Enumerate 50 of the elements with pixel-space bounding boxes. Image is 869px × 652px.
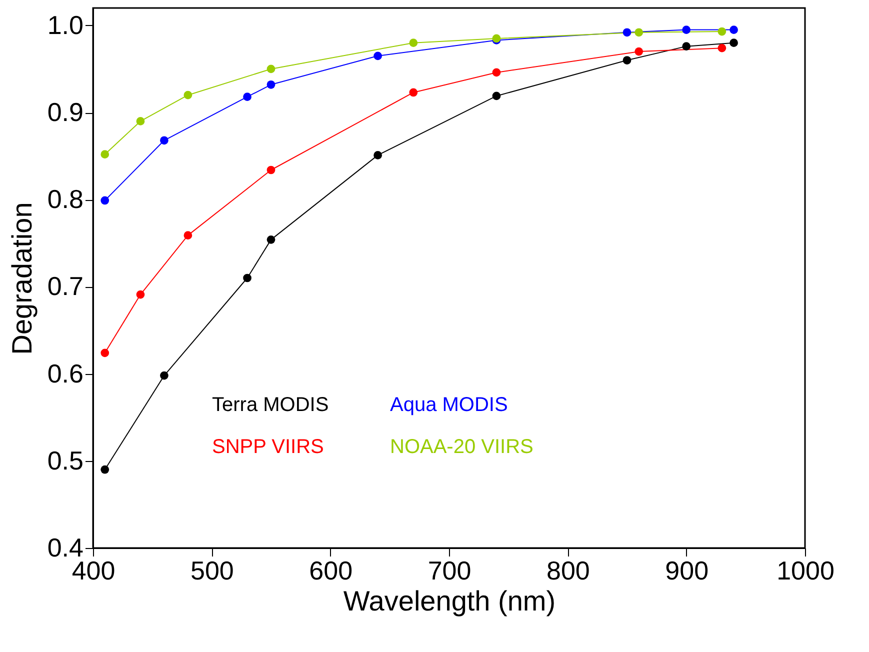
point: [718, 27, 726, 36]
text: Terra MODIS: [212, 394, 329, 416]
point: [100, 348, 110, 358]
point: [160, 136, 168, 145]
y-tick-label: 0.9: [47, 97, 84, 128]
point: [266, 236, 276, 244]
x-axis-title: Wavelength (nm): [343, 586, 556, 616]
point: [682, 26, 691, 34]
point: [184, 90, 192, 100]
point: [136, 290, 145, 299]
x-tick-label: 700: [428, 556, 472, 586]
point: [100, 196, 110, 205]
point: [492, 68, 501, 77]
point: [100, 150, 110, 158]
y-tick-label: 0.6: [47, 358, 84, 388]
point: [243, 92, 252, 102]
x-tick-label: 900: [665, 556, 709, 586]
y-tick-label: 0.5: [47, 445, 84, 476]
point: [409, 88, 418, 97]
text: NOAA-20 VIIRS: [390, 436, 534, 458]
x-tick-label: 500: [190, 556, 234, 586]
point: [184, 231, 192, 240]
point: [243, 274, 252, 282]
point: [160, 371, 168, 380]
x-tick-label: 800: [546, 556, 590, 586]
point: [374, 151, 382, 160]
text: Aqua MODIS: [390, 394, 508, 416]
point: [682, 42, 691, 50]
y-tick-label: 1.0: [47, 10, 84, 40]
point: [634, 47, 644, 56]
point: [100, 465, 110, 474]
x-tick-label: 600: [309, 556, 353, 586]
point: [622, 28, 632, 37]
point: [730, 38, 738, 48]
point: [718, 44, 726, 52]
point: [492, 92, 501, 100]
y-tick-label: 0.7: [47, 271, 84, 302]
text: SNPP VIIRS: [212, 436, 324, 458]
point: [409, 38, 418, 48]
point: [622, 56, 632, 64]
point: [136, 117, 145, 126]
point: [266, 64, 276, 74]
point: [374, 52, 382, 60]
point: [730, 26, 738, 34]
point: [266, 80, 276, 89]
point: [266, 166, 276, 174]
x-tick-label: 1000: [776, 556, 834, 586]
y-tick-label: 0.8: [47, 184, 84, 214]
y-axis-title: Degradation: [6, 202, 38, 355]
point: [634, 28, 644, 37]
